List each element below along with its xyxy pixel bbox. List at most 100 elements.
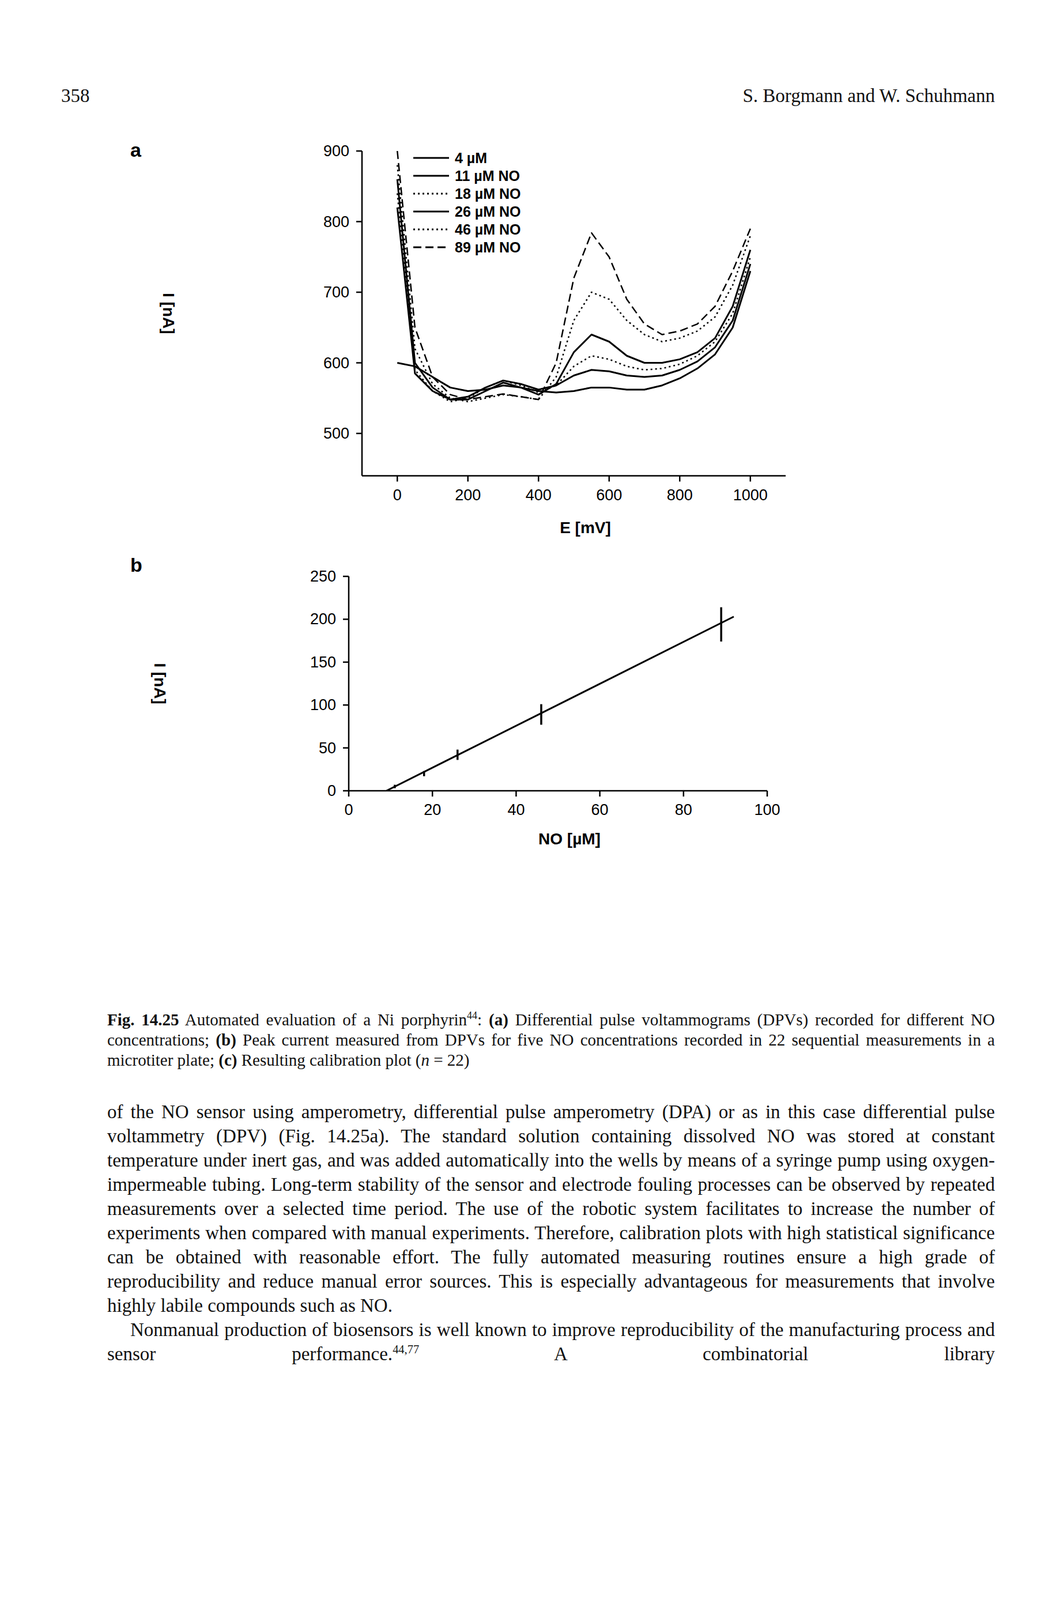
error-bar: [456, 749, 459, 761]
running-head: S. Borgmann and W. Schuhmann: [742, 85, 995, 107]
x-axis-label: E [mV]: [559, 518, 612, 537]
y-tick: [356, 150, 362, 153]
text-run: Resulting calibration plot (: [236, 1050, 421, 1070]
page: {"header": {"page": "358", "authors": "S…: [0, 0, 1056, 1600]
y-tick-label: 0: [327, 782, 337, 800]
x-tick-label: 200: [454, 486, 481, 504]
x-tick: [749, 476, 752, 482]
figure-caption: Fig. 14.25 Automated evaluation of a Ni …: [107, 1009, 995, 1071]
text-run: Automated evaluation of a Ni porphyrin: [179, 1010, 467, 1029]
legend-swatch: [413, 193, 450, 195]
y-tick: [356, 361, 362, 364]
y-tick-label: 700: [323, 283, 350, 301]
panel-label: b: [130, 553, 143, 576]
y-tick-label: 250: [310, 567, 337, 586]
legend-swatch: [413, 210, 450, 213]
data-line: [397, 193, 751, 402]
data-line: [397, 165, 751, 402]
body-text: of the NO sensor using amperometry, diff…: [107, 1099, 995, 1367]
y-tick-label: 600: [323, 354, 350, 372]
plot-area: [397, 151, 751, 402]
y-tick: [356, 432, 362, 435]
y-tick: [356, 291, 362, 294]
x-tick-label: 40: [507, 801, 525, 819]
x-tick: [608, 476, 611, 482]
legend: 4 µM11 µM NO18 µM NO26 µM NO46 µM NO89 µ…: [413, 149, 521, 256]
y-tick-label: 150: [310, 653, 337, 671]
error-bar: [540, 704, 543, 726]
legend-label: 18 µM NO: [454, 185, 521, 202]
x-tick: [679, 476, 681, 482]
x-tick-label: 60: [591, 801, 609, 819]
x-axis-line: [361, 474, 786, 477]
legend-swatch: [413, 246, 450, 249]
y-tick-label: 200: [310, 610, 337, 628]
legend-label: 26 µM NO: [454, 203, 521, 220]
y-tick: [342, 704, 349, 707]
x-tick-label: 80: [674, 801, 693, 819]
text-run: (c): [218, 1050, 237, 1070]
legend-swatch: [413, 175, 450, 177]
text-run: n: [420, 1050, 430, 1070]
x-tick-label: 20: [423, 801, 441, 819]
y-tick: [342, 661, 349, 664]
x-tick-label: 400: [525, 486, 552, 504]
legend-label: 4 µM: [454, 149, 488, 167]
data-line: [397, 151, 751, 400]
text-run: Fig. 14.25: [107, 1010, 180, 1029]
y-tick-label: 900: [323, 142, 350, 160]
y-tick-label: 500: [323, 424, 350, 443]
legend-label: 46 µM NO: [454, 221, 521, 238]
y-tick-label: 800: [323, 213, 350, 231]
y-tick: [342, 618, 349, 621]
y-tick-label: 100: [310, 696, 337, 714]
y-tick: [356, 220, 362, 223]
x-axis-line: [348, 790, 768, 792]
y-axis-line: [361, 151, 364, 477]
page-number: 358: [61, 85, 90, 107]
x-tick: [348, 790, 350, 797]
text-run: of the NO sensor using amperometry, diff…: [107, 1101, 995, 1316]
x-tick: [683, 790, 685, 797]
paragraph: of the NO sensor using amperometry, diff…: [107, 1099, 995, 1318]
y-axis-label: I [nA]: [159, 292, 178, 335]
x-tick: [467, 476, 470, 482]
x-tick: [766, 790, 769, 797]
text-run: (a): [488, 1010, 509, 1029]
x-tick: [396, 476, 399, 482]
y-tick: [342, 747, 349, 749]
plot-area: [386, 607, 734, 791]
y-tick: [342, 790, 349, 792]
x-tick-label: 600: [596, 486, 622, 504]
legend-swatch: [413, 157, 450, 160]
text-run: 44,77: [392, 1343, 420, 1356]
x-tick-label: 0: [344, 801, 353, 819]
x-tick-label: 800: [666, 486, 693, 504]
text-run: 44: [466, 1009, 478, 1022]
text-run: :: [477, 1010, 489, 1029]
x-axis-label: NO [µM]: [538, 830, 601, 848]
y-tick-label: 50: [318, 739, 337, 757]
legend-label: 11 µM NO: [454, 167, 520, 184]
chart: a50060070080090002004006008001000E [mV]I…: [130, 138, 786, 537]
error-bar: [719, 607, 723, 643]
error-bar: [423, 771, 426, 777]
x-tick: [515, 790, 518, 797]
text-run: = 22): [429, 1050, 470, 1070]
x-tick: [598, 790, 601, 797]
paragraph: Nonmanual production of biosensors is we…: [107, 1317, 995, 1367]
x-tick-label: 100: [753, 801, 780, 819]
data-line: [397, 207, 751, 400]
chart: b 0 50 100 150 200 250 0 20 40 60 80 100 NO [µM] I [nA…: [130, 553, 781, 848]
y-axis-line: [348, 576, 350, 791]
text-run: A combinatorial library: [419, 1343, 995, 1365]
data-line: [386, 616, 734, 791]
x-tick-label: 1000: [733, 486, 768, 504]
error-bar: [393, 785, 396, 789]
x-tick-label: 0: [393, 486, 402, 504]
data-line: [397, 179, 751, 400]
y-axis-label: I [nA]: [151, 662, 169, 705]
text-run: (b): [215, 1030, 236, 1050]
x-tick: [431, 790, 434, 797]
legend-swatch: [413, 228, 450, 231]
